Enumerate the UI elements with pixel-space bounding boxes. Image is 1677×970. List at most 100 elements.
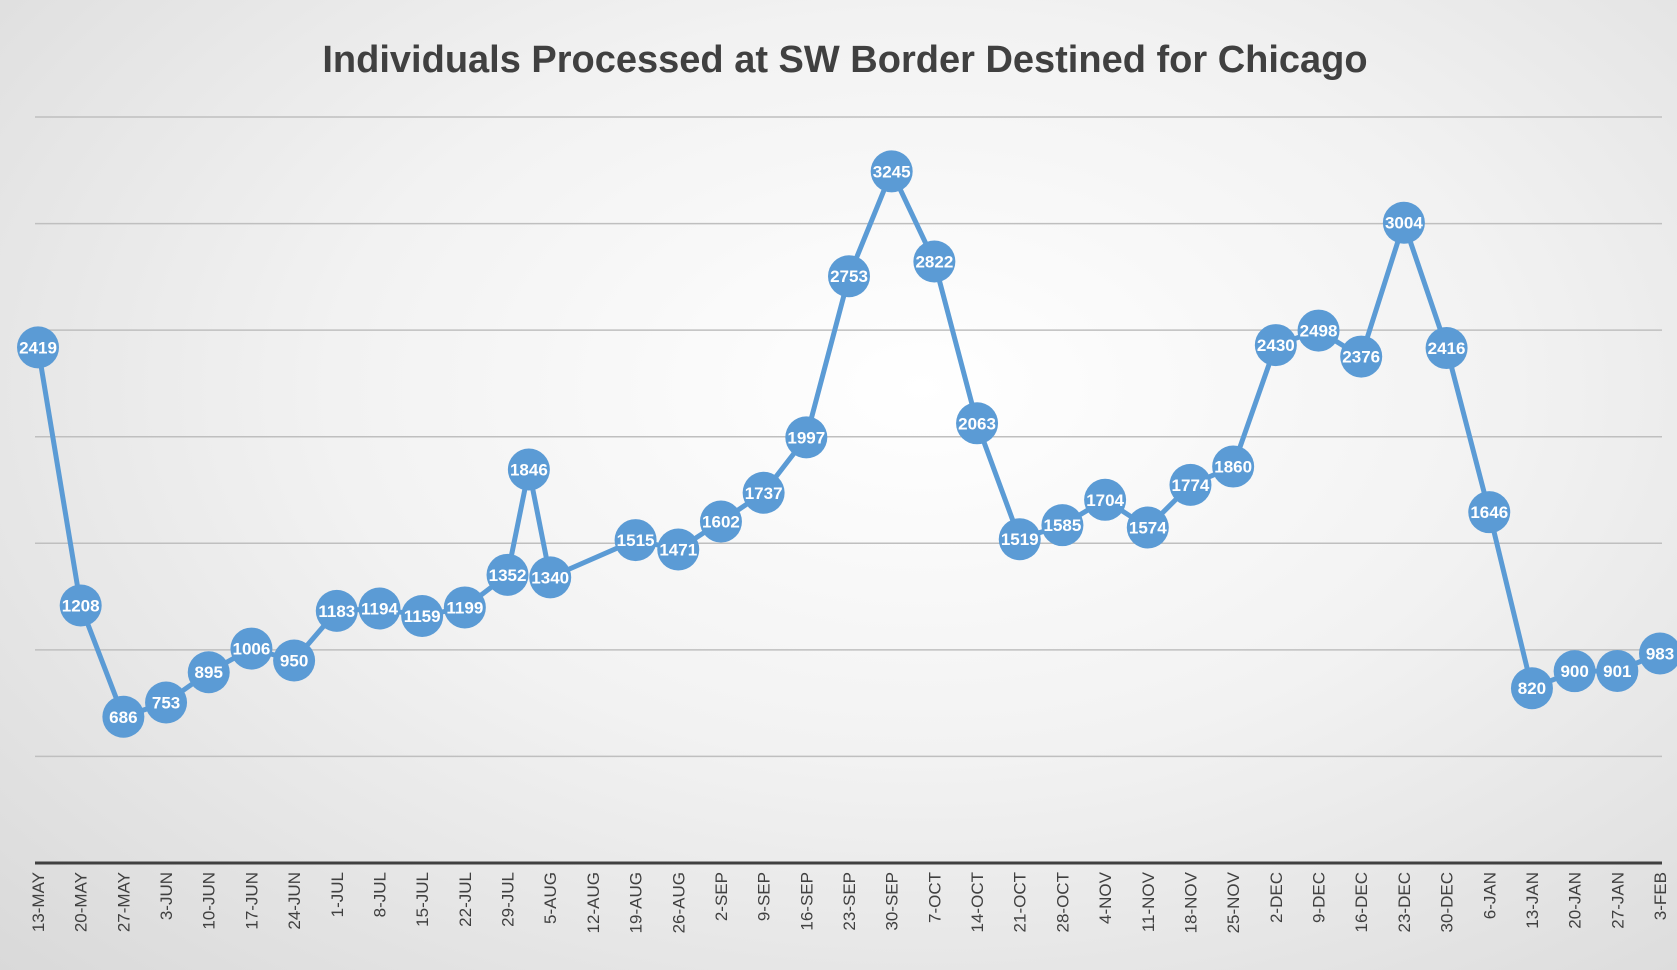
x-tick-label: 3-JUN [157, 872, 176, 920]
x-tick-label: 13-MAY [29, 872, 48, 932]
data-labels: 2419 1208 686 753 895 1006 950 1183 1194 1159 1199… [19, 162, 1674, 726]
data-label: 2498 [1300, 322, 1338, 341]
data-point [742, 471, 785, 514]
data-label: 1737 [745, 484, 783, 503]
data-label: 3004 [1385, 214, 1423, 233]
x-tick-label: 14-OCT [968, 872, 987, 932]
x-tick-label: 28-OCT [1053, 872, 1072, 932]
data-point [1041, 504, 1084, 547]
data-label: 1602 [702, 513, 740, 532]
data-label: 3245 [873, 162, 911, 181]
data-point [998, 518, 1041, 561]
x-tick-label: 9-SEP [755, 872, 774, 921]
data-point [699, 500, 742, 543]
data-label: 686 [109, 708, 137, 727]
data-point [529, 556, 572, 599]
x-tick-label: 27-JAN [1608, 872, 1627, 929]
data-label: 2063 [958, 414, 996, 433]
x-tick-label: 17-JUN [242, 872, 261, 930]
x-tick-label: 13-JAN [1523, 872, 1542, 929]
x-tick-label: 15-JUL [413, 872, 432, 927]
data-label: 950 [280, 652, 308, 671]
x-tick-label: 11-NOV [1139, 871, 1158, 932]
x-tick-label: 21-OCT [1011, 872, 1030, 932]
data-point [870, 150, 913, 193]
x-tick-label: 3-FEB [1651, 872, 1670, 920]
x-axis-ticks: 13-MAY 20-MAY 27-MAY 3-JUN 10-JUN 17-JUN 24-JU… [29, 871, 1670, 933]
x-tick-label: 1-JUL [328, 872, 347, 917]
data-label: 1515 [617, 531, 655, 550]
data-label: 2416 [1428, 339, 1466, 358]
data-label: 1574 [1129, 519, 1167, 538]
x-tick-label: 10-JUN [200, 872, 219, 930]
data-points [17, 150, 1677, 738]
x-tick-label: 5-AUG [541, 872, 560, 924]
data-point [1510, 667, 1553, 710]
x-tick-label: 19-AUG [627, 872, 646, 933]
data-label: 1519 [1001, 530, 1039, 549]
data-point [17, 326, 59, 369]
x-tick-label: 18-NOV [1181, 871, 1200, 933]
data-label: 1194 [361, 600, 398, 619]
chart-title: Individuals Processed at SW Border Desti… [322, 39, 1367, 81]
data-point [443, 586, 486, 629]
data-point [187, 651, 230, 694]
data-point [913, 240, 956, 283]
data-point [507, 448, 550, 491]
data-label: 1646 [1470, 503, 1508, 522]
data-point [1553, 650, 1596, 693]
data-label: 1704 [1086, 491, 1124, 510]
data-point [358, 587, 401, 630]
data-point [273, 639, 316, 682]
x-tick-label: 6-JAN [1480, 872, 1499, 919]
data-label: 1846 [510, 461, 548, 480]
x-tick-label: 2-SEP [712, 872, 731, 921]
x-tick-label: 27-MAY [114, 872, 133, 932]
data-point [1297, 309, 1340, 352]
data-label: 1774 [1172, 476, 1210, 495]
x-tick-label: 8-JUL [370, 872, 389, 917]
data-point [486, 553, 529, 596]
data-label: 753 [152, 694, 180, 713]
data-label: 1208 [62, 597, 100, 616]
data-point [315, 589, 358, 632]
x-tick-label: 30-DEC [1438, 872, 1457, 932]
data-label: 1159 [404, 607, 441, 626]
x-tick-label: 16-DEC [1352, 872, 1371, 932]
x-tick-label: 24-JUN [285, 872, 304, 930]
data-point [1468, 491, 1511, 534]
x-tick-label: 26-AUG [669, 872, 688, 933]
data-point [59, 584, 102, 627]
data-point [828, 255, 870, 298]
data-point [956, 402, 999, 445]
x-tick-label: 20-MAY [72, 872, 91, 932]
data-label: 820 [1518, 679, 1546, 698]
data-label: 2419 [19, 338, 57, 357]
x-tick-label: 30-SEP [883, 872, 902, 931]
data-label: 1585 [1044, 516, 1082, 535]
data-label: 2376 [1342, 348, 1380, 367]
data-point [1254, 324, 1297, 367]
data-point [145, 681, 188, 724]
x-tick-label: 20-JAN [1566, 872, 1585, 929]
data-label: 983 [1646, 644, 1674, 663]
data-point [785, 416, 828, 459]
data-point [102, 695, 145, 738]
x-tick-label: 4-NOV [1096, 871, 1115, 924]
data-label: 1006 [233, 640, 271, 659]
data-point [1126, 506, 1169, 549]
x-tick-label: 9-DEC [1310, 872, 1329, 923]
data-label: 901 [1603, 662, 1631, 681]
data-point [657, 528, 700, 571]
data-point [1639, 632, 1677, 675]
x-tick-label: 25-NOV [1224, 871, 1243, 933]
data-label: 1471 [659, 540, 697, 559]
data-label: 2753 [830, 267, 868, 286]
x-tick-label: 23-DEC [1395, 872, 1414, 932]
data-point [1212, 445, 1255, 488]
data-label: 1199 [446, 598, 483, 617]
data-point [1596, 649, 1639, 692]
data-label: 900 [1560, 662, 1588, 681]
data-label: 1860 [1214, 458, 1252, 477]
